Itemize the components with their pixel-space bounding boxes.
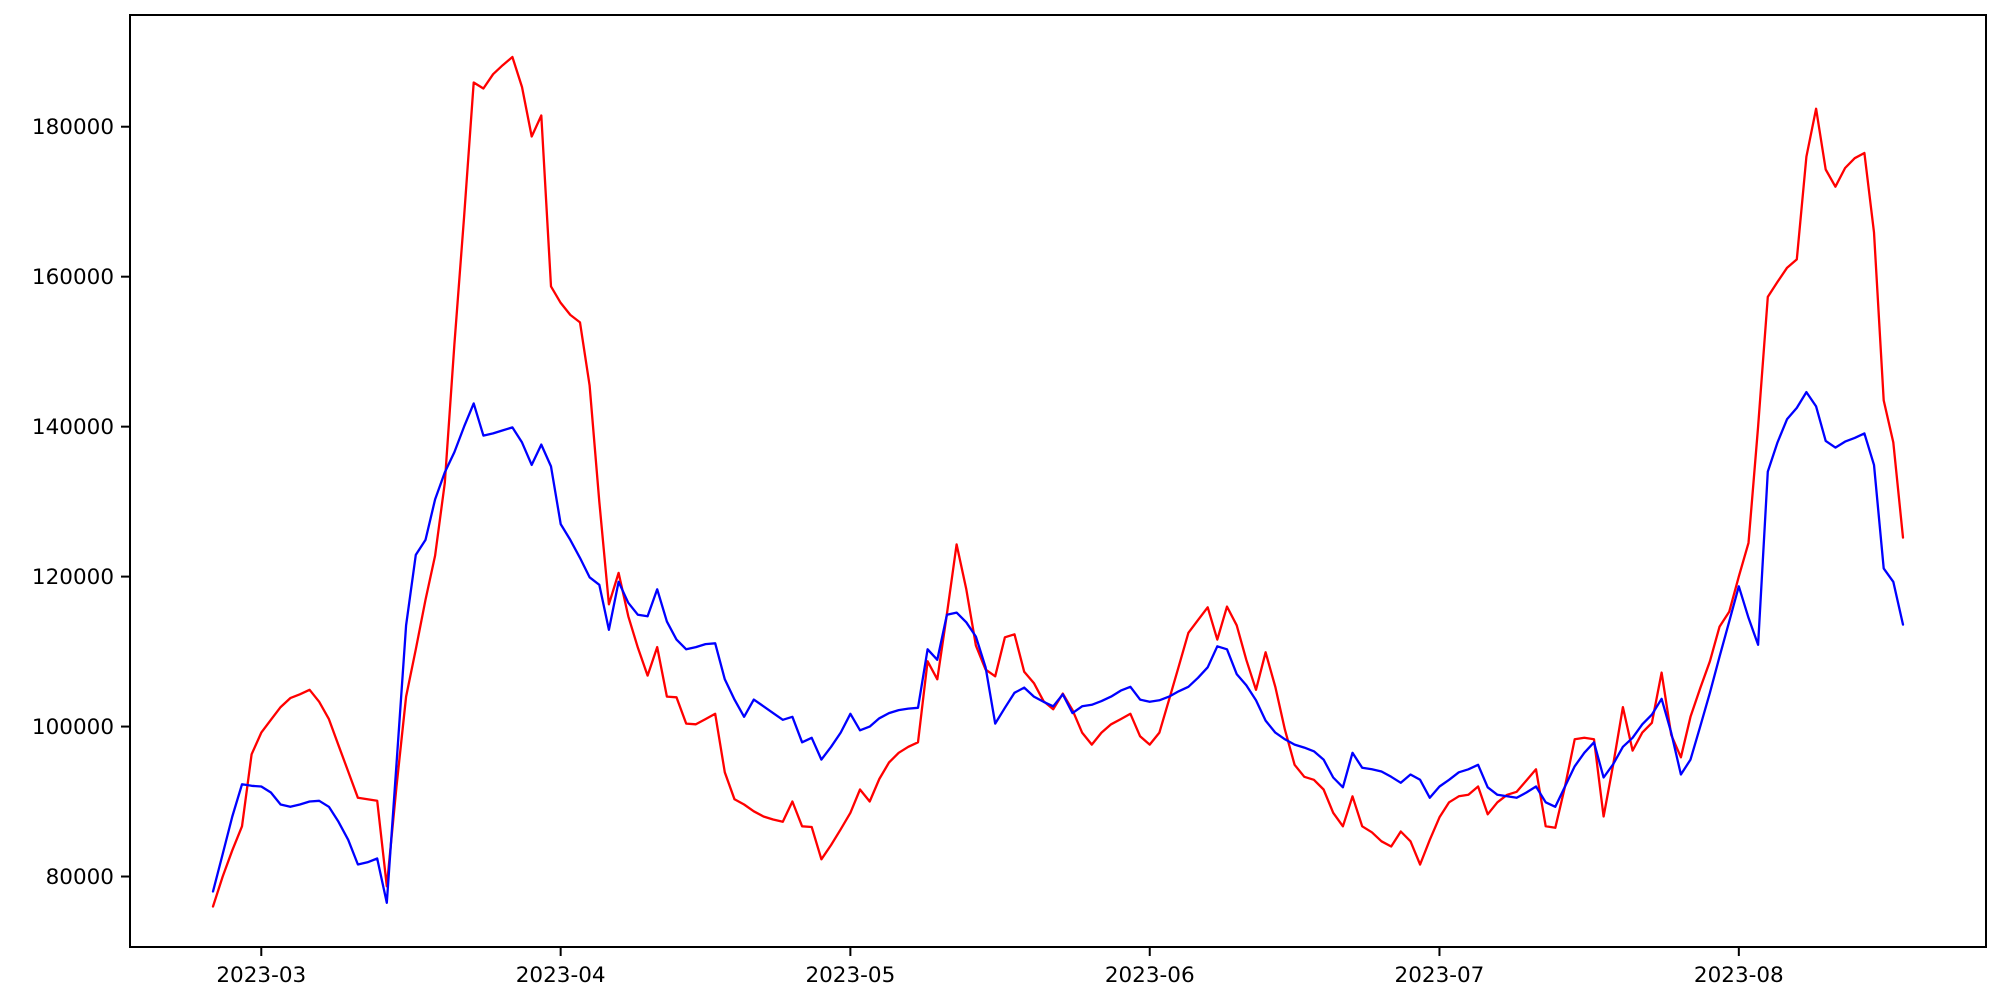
y-axis-tick-label: 180000 — [32, 115, 114, 140]
x-axis-tick-label: 2023-08 — [1694, 963, 1784, 988]
plot-area — [130, 15, 1986, 947]
y-axis-tick-label: 100000 — [32, 715, 114, 740]
x-axis-tick-label: 2023-07 — [1395, 963, 1485, 988]
x-axis-tick-label: 2023-04 — [516, 963, 606, 988]
y-axis-tick-label: 80000 — [46, 865, 114, 890]
x-axis-tick-label: 2023-05 — [805, 963, 895, 988]
x-axis-tick-label: 2023-03 — [216, 963, 306, 988]
y-axis-tick-label: 140000 — [32, 415, 114, 440]
blue-series-line — [211, 390, 1905, 904]
y-axis-tick-label: 120000 — [32, 565, 114, 590]
x-axis-tick-label: 2023-06 — [1105, 963, 1195, 988]
y-axis-tick-label: 160000 — [32, 265, 114, 290]
plot-border — [129, 14, 1987, 948]
